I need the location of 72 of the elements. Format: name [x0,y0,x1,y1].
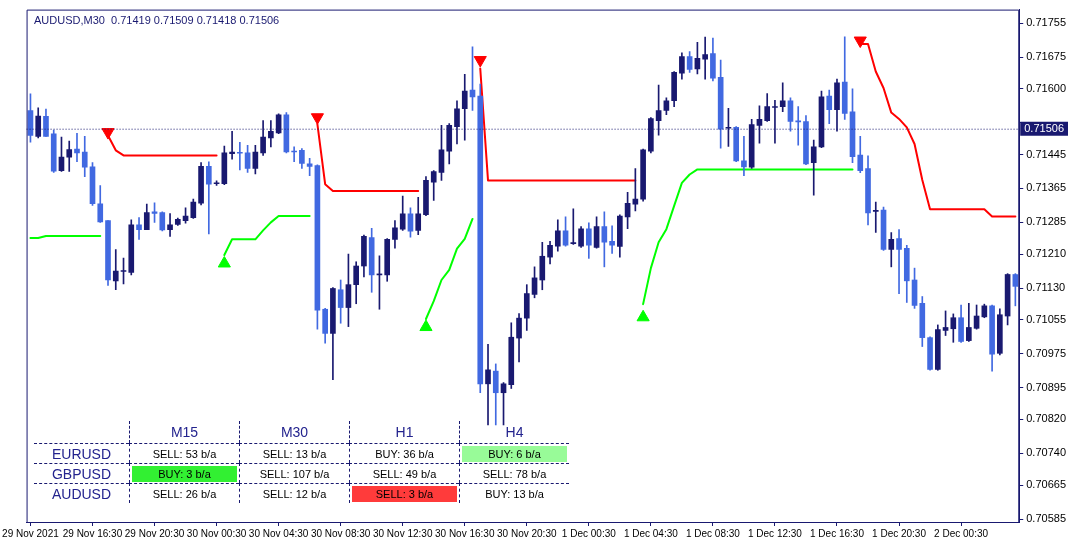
y-tick-label: 0.70895 [1026,380,1066,393]
x-tick-label: 1 Dec 16:30 [810,527,865,539]
x-tick-label: 30 Nov 04:30 [248,527,309,539]
category-label: H1 [395,424,414,440]
candlestick [74,133,80,163]
y-tick-label: 0.71755 [1026,16,1066,29]
x-tick-label: 30 Nov 16:30 [434,527,495,539]
candlestick [237,141,243,171]
x-tick-label: 29 Nov 16:30 [62,527,123,539]
text: BUY: 13 b/a [485,487,544,500]
x-tick-label: 1 Dec 00:30 [561,527,617,539]
category-label: H4 [505,424,524,440]
x-tick-label: 29 Nov 2021 [2,527,60,539]
x-tick-label: 1 Dec 04:30 [623,527,679,539]
category-label: AUDUSD [51,485,112,502]
y-tick-label: 0.71675 [1026,50,1066,63]
x-tick-label: 30 Nov 12:30 [372,527,433,539]
y-tick-label: 0.70665 [1026,478,1066,491]
text: SELL: 13 b/a [262,447,327,460]
text: SELL: 107 b/a [259,467,330,480]
candlestick [896,229,902,294]
y-tick-label: 0.70585 [1026,512,1066,525]
y-tick-label: 0.71445 [1026,147,1066,160]
text: SELL: 78 b/a [482,467,547,480]
candlestick [570,208,577,245]
y-tick-label: 0.71130 [1026,281,1066,294]
candlestick [741,135,747,177]
candlestick [779,82,786,113]
y-tick-label: 0.71600 [1026,81,1066,94]
category-label: GBPUSD [51,465,112,482]
text: SELL: 49 b/a [372,467,437,480]
candlestick [485,344,491,426]
y-tick-label: 0.71210 [1026,247,1066,260]
point [217,255,231,268]
point [473,56,487,68]
x-tick-label: 2 Dec 00:30 [934,527,989,539]
candlestick [702,36,708,80]
text: SELL: 12 b/a [262,487,327,500]
point [310,113,324,125]
text: BUY: 36 b/a [375,447,434,460]
y-tick-label: 0.70740 [1026,446,1066,459]
point [101,128,115,140]
y-tick-label: 0.70820 [1026,412,1066,425]
y-tick-label: 0.71055 [1026,312,1066,325]
text: BUY: 6 b/a [488,447,541,460]
x-tick-label: 29 Nov 20:30 [124,527,185,539]
candlestick [872,201,879,233]
candlestick [609,225,615,254]
candlestick [167,213,173,237]
candlestick [136,217,142,240]
category-label: M30 [280,424,309,440]
x-tick-label: 30 Nov 20:30 [497,527,557,539]
ref-line-label: 0.71506 [1024,121,1064,134]
y-tick-label: 0.70975 [1026,346,1066,359]
text: SELL: 53 b/a [152,447,217,460]
point [853,36,867,49]
point [636,309,650,322]
x-tick-label: 1 Dec 08:30 [685,527,741,539]
y-tick-label: 0.71365 [1026,181,1066,194]
x-tick-label: 30 Nov 08:30 [310,527,371,539]
chart-title: AUDUSD,M30 0.71419 0.71509 0.71418 0.71506 [34,14,280,26]
x-tick-label: 1 Dec 12:30 [747,527,803,539]
candlestick [112,249,119,291]
category-label: M15 [170,424,199,440]
text: SELL: 3 b/a [375,487,434,500]
x-tick-label: 30 Nov 00:30 [186,527,247,539]
x-tick-label: 1 Dec 20:30 [872,527,927,539]
text: SELL: 26 b/a [152,487,217,500]
point [419,319,433,332]
y-tick-label: 0.71285 [1026,215,1066,228]
category-label: EURUSD [51,445,112,462]
text: BUY: 3 b/a [158,467,211,480]
